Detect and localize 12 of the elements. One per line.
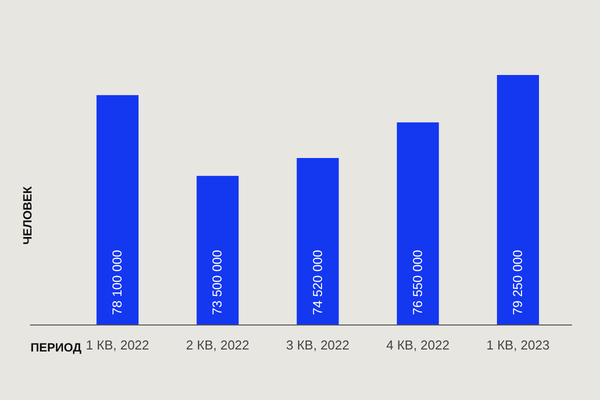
x-axis-title: ПЕРИОД: [30, 340, 82, 354]
data-label: 73 500 000: [210, 250, 225, 315]
y-axis-title: ЧЕЛОВЕК: [20, 186, 34, 245]
data-label: 76 550 000: [410, 250, 425, 315]
x-tick-label: 2 КВ, 2022: [186, 338, 250, 352]
data-label: 79 250 000: [510, 250, 525, 315]
x-tick-label: 4 КВ, 2022: [386, 338, 450, 352]
data-label: 78 100 000: [110, 250, 125, 315]
x-tick-label: 3 КВ, 2022: [286, 338, 350, 352]
x-tick-label: 1 КВ, 2023: [486, 338, 550, 352]
data-label: 74 520 000: [310, 250, 325, 315]
x-tick-label: 1 КВ, 2022: [86, 338, 150, 352]
